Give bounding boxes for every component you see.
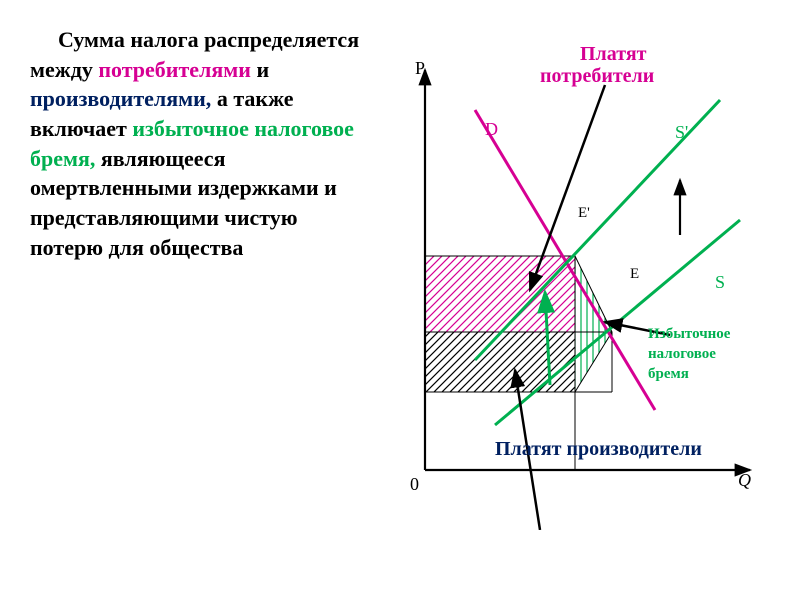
label-dwl-3: бремя xyxy=(648,366,689,382)
consumer-burden-region xyxy=(425,256,575,332)
text-segment: потребителями xyxy=(98,57,251,82)
axis-label-origin: 0 xyxy=(410,474,419,494)
label-dwl-2: налоговое xyxy=(648,346,716,362)
producer-burden-region xyxy=(425,332,575,392)
label-d: D xyxy=(485,119,498,139)
explanatory-text: Сумма налога распределяется между потреб… xyxy=(30,25,360,263)
label-e-prime: E' xyxy=(578,205,590,221)
text-segment: и xyxy=(251,57,269,82)
label-s: S xyxy=(715,272,725,292)
axis-label-q: Q xyxy=(738,470,751,490)
label-consumers-2: потребители xyxy=(540,65,654,87)
label-s-prime: S' xyxy=(675,122,688,142)
text-segment: производителями, xyxy=(30,86,211,111)
tax-incidence-chart: P Q 0 D S S' E E' Платятпотребители Платят произв… xyxy=(380,30,770,530)
label-producers: Платят производители xyxy=(495,438,702,460)
label-dwl-1: Избыточное xyxy=(648,326,731,342)
deadweight-loss-region xyxy=(575,256,612,392)
label-consumers-1: Платят xyxy=(580,43,647,65)
axis-label-p: P xyxy=(415,58,425,78)
label-e: E xyxy=(630,266,639,282)
